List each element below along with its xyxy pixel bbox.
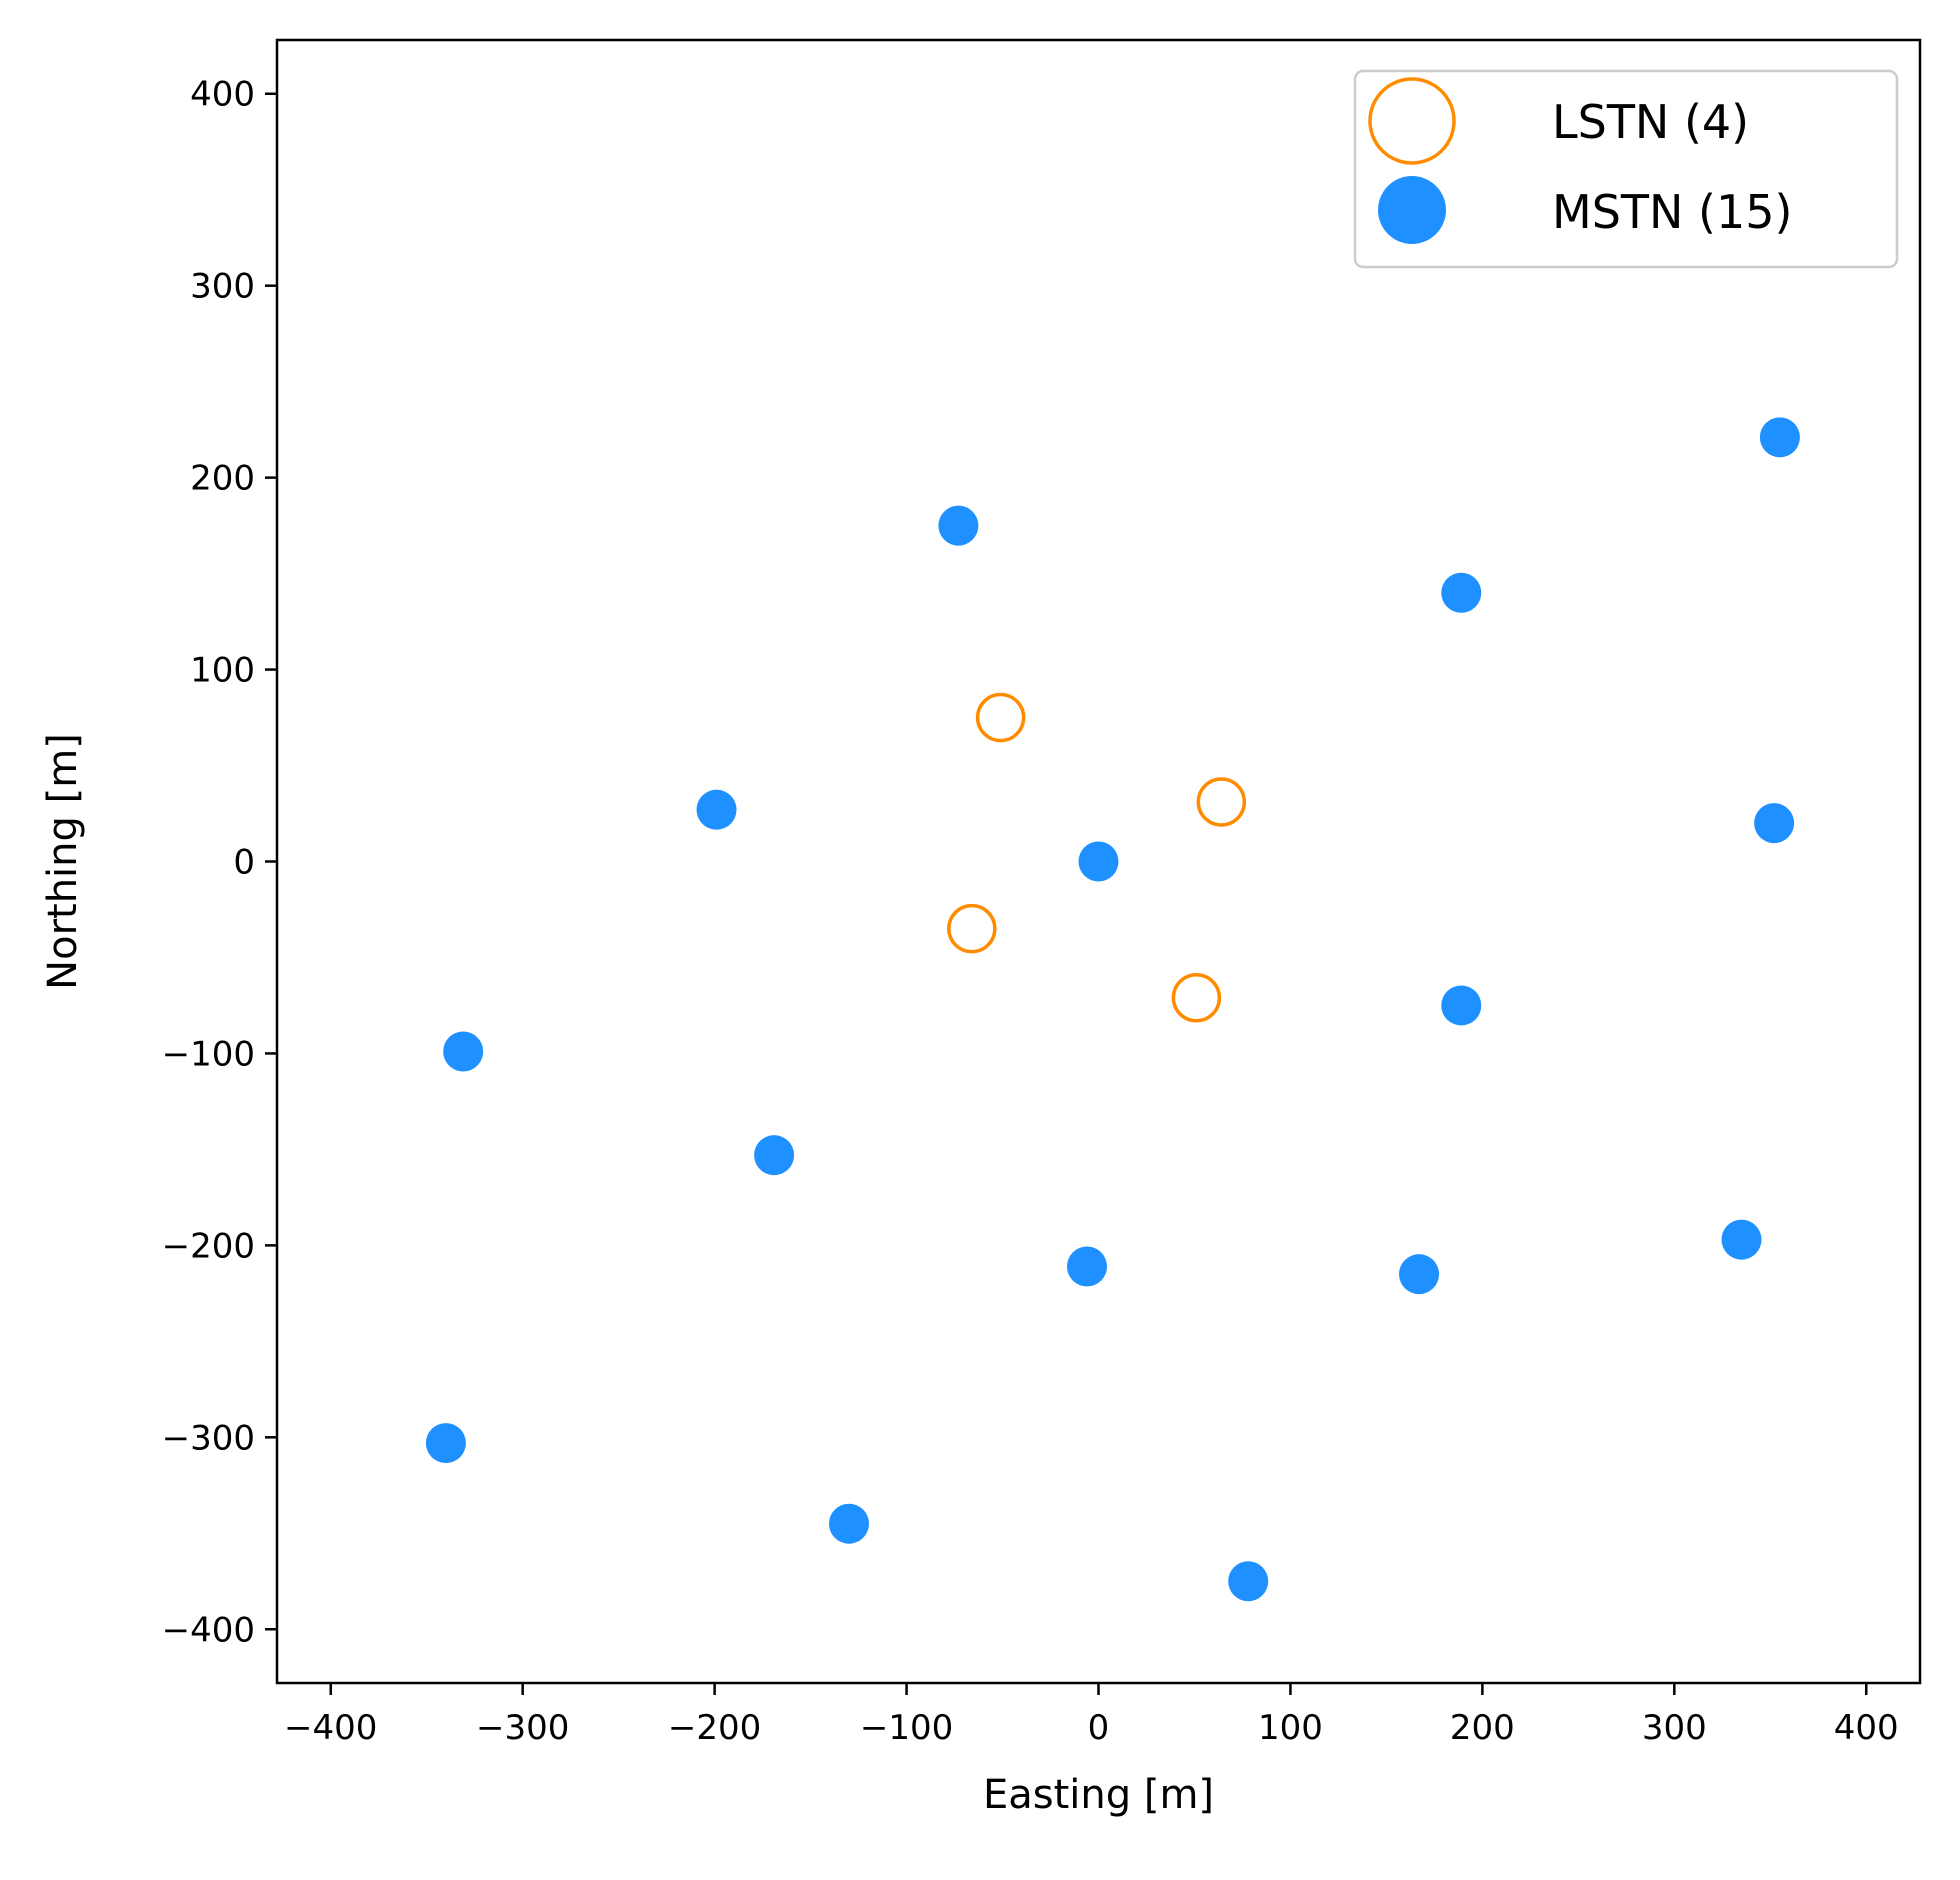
y-tick-label: −300 [162, 1418, 255, 1458]
data-point-mstn [1441, 985, 1482, 1026]
legend-marker-mstn [1378, 176, 1446, 244]
x-tick-label: −100 [860, 1708, 953, 1748]
data-point-mstn [1066, 1246, 1107, 1287]
legend-marker-lstn [1368, 77, 1456, 165]
data-point-mstn [754, 1135, 795, 1176]
y-axis: −400 −300 −200 −100 0 100 200 300 400 [162, 75, 277, 1650]
x-tick-label: −200 [668, 1708, 761, 1748]
y-tick-label: −100 [162, 1034, 255, 1074]
x-tick-label: −400 [284, 1708, 377, 1748]
data-point-mstn [1228, 1561, 1269, 1602]
x-axis-label: Easting [m] [983, 1772, 1214, 1818]
data-point-lstn [975, 692, 1026, 743]
data-point-mstn [938, 505, 979, 546]
data-point-mstn [1759, 417, 1800, 458]
y-tick-label: 200 [190, 459, 255, 499]
x-tick-label: 300 [1642, 1708, 1707, 1748]
x-axis: −400 −300 −200 −100 0 100 200 300 400 [284, 1683, 1899, 1748]
data-point-mstn [425, 1423, 466, 1464]
legend-label-mstn: MSTN (15) [1552, 185, 1792, 239]
data-point-lstn [1196, 777, 1247, 827]
data-point-mstn [1078, 841, 1119, 882]
y-tick-label: 400 [190, 75, 255, 115]
x-tick-label: 200 [1450, 1708, 1515, 1748]
y-axis-label: Northing [m] [40, 733, 86, 990]
x-tick-label: 0 [1088, 1708, 1110, 1748]
legend: LSTN (4) MSTN (15) [1353, 69, 1899, 269]
y-tick-label: −200 [162, 1226, 255, 1266]
legend-box [1353, 69, 1899, 269]
data-point-mstn [696, 789, 737, 830]
data-point-mstn [443, 1031, 484, 1072]
data-point-mstn [1721, 1219, 1762, 1260]
x-tick-label: 100 [1258, 1708, 1323, 1748]
marks-layer [425, 417, 1800, 1602]
x-tick-label: 400 [1834, 1708, 1899, 1748]
data-point-mstn [1441, 572, 1482, 613]
data-point-lstn [1171, 973, 1222, 1023]
data-point-lstn [947, 903, 997, 954]
data-point-mstn [1399, 1254, 1440, 1295]
y-tick-label: 100 [190, 651, 255, 691]
y-tick-label: 300 [190, 267, 255, 307]
y-tick-label: −400 [162, 1610, 255, 1650]
legend-label-lstn: LSTN (4) [1552, 95, 1749, 149]
data-point-mstn [828, 1503, 869, 1544]
data-point-mstn [1754, 803, 1795, 844]
y-tick-label: 0 [233, 843, 255, 883]
x-tick-label: −300 [476, 1708, 569, 1748]
